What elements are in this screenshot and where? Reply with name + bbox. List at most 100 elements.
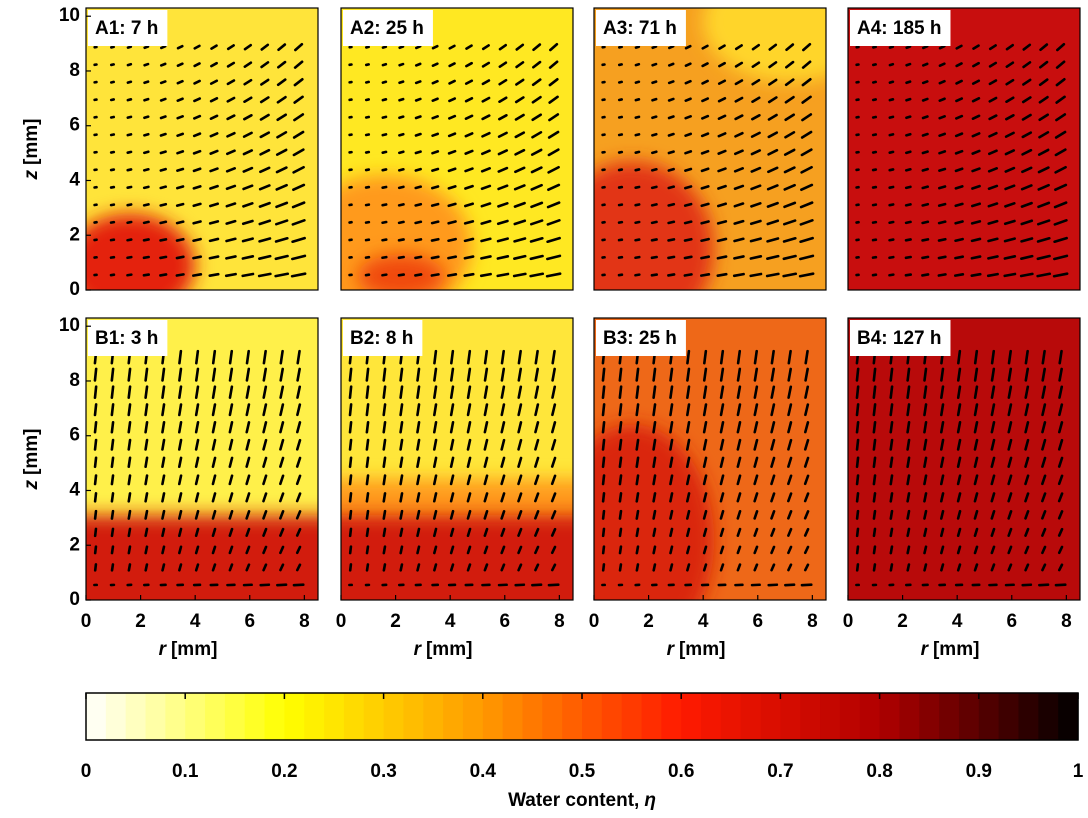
flow-arrow [717, 114, 727, 120]
flow-arrow [973, 509, 979, 520]
flow-arrow [228, 438, 234, 451]
flow-arrow [399, 509, 404, 520]
panel-title: A2: 25 h [350, 18, 424, 39]
flow-arrow [990, 421, 996, 434]
flow-arrow [685, 492, 691, 503]
flow-arrow [127, 367, 132, 382]
flow-arrow [110, 420, 115, 434]
flow-arrow [381, 168, 388, 172]
flow-arrow [956, 545, 962, 555]
flow-arrow [956, 456, 962, 468]
flow-arrow [956, 438, 962, 451]
flow-arrow [530, 201, 544, 209]
flow-arrow [262, 456, 268, 468]
flow-arrow [784, 131, 796, 139]
flow-arrow [1021, 131, 1033, 139]
colorbar-step [125, 693, 147, 740]
y-tick-label: 4 [69, 170, 80, 191]
flow-arrow [634, 115, 641, 119]
flow-arrow [93, 385, 98, 400]
flow-arrow [921, 97, 929, 102]
x-tick-label: 6 [752, 611, 763, 632]
flow-arrow [382, 385, 387, 399]
flow-arrow [225, 202, 237, 208]
flow-arrow [617, 185, 624, 189]
flow-arrow [783, 201, 797, 209]
colorbar-step [879, 693, 901, 740]
flow-arrow [448, 97, 457, 103]
flow-arrow [258, 184, 271, 191]
flow-arrow [956, 421, 962, 434]
flow-arrow [751, 43, 761, 51]
x-tick-label: 6 [499, 611, 510, 632]
flow-arrow [617, 203, 624, 207]
flow-arrow [177, 456, 183, 469]
flow-arrow [225, 184, 237, 191]
flow-arrow [364, 80, 370, 84]
flow-arrow [733, 167, 744, 173]
flow-arrow [365, 367, 370, 382]
colorbar-step [482, 693, 504, 740]
flow-arrow [292, 148, 305, 157]
flow-arrow [399, 545, 404, 555]
flow-arrow [956, 367, 962, 382]
flow-arrow [906, 527, 911, 538]
flow-arrow [399, 563, 404, 572]
flow-arrow [1053, 201, 1068, 209]
flow-arrow [734, 44, 743, 51]
flow-arrow [1024, 367, 1030, 382]
flow-arrow [110, 456, 115, 469]
colorbar-tick-label: 0.4 [470, 761, 497, 782]
flow-arrow [971, 79, 981, 85]
flow-arrow [397, 203, 405, 207]
flow-arrow [245, 349, 250, 365]
flow-arrow [921, 80, 929, 85]
x-tick-label: 0 [336, 611, 347, 632]
flow-arrow [228, 563, 234, 572]
flow-arrow [517, 421, 523, 434]
flow-arrow [279, 438, 285, 451]
flow-arrow [416, 492, 421, 503]
flow-arrow [481, 149, 491, 156]
flow-arrow [751, 96, 761, 103]
flow-arrow [971, 167, 981, 173]
flow-arrow [800, 183, 814, 192]
flow-arrow [785, 43, 795, 52]
flow-arrow [447, 237, 457, 243]
flow-arrow [804, 385, 810, 399]
flow-arrow [669, 527, 674, 538]
flow-arrow [381, 150, 388, 154]
flow-arrow [194, 492, 200, 503]
flow-arrow [787, 456, 793, 468]
flow-arrow [923, 456, 928, 469]
flow-arrow [399, 456, 404, 469]
flow-arrow [277, 60, 287, 69]
flow-arrow [498, 96, 508, 103]
flow-arrow [483, 527, 489, 537]
flow-arrow [904, 185, 912, 190]
flow-arrow [463, 255, 475, 260]
flow-arrow [768, 78, 778, 86]
flow-arrow [481, 79, 491, 86]
flow-arrow [498, 61, 508, 68]
flow-arrow [700, 132, 710, 138]
flow-arrow [534, 385, 540, 399]
flow-arrow [175, 220, 185, 225]
flow-arrow [923, 545, 928, 555]
flow-arrow [279, 367, 284, 382]
flow-arrow [208, 220, 220, 225]
flow-arrow [548, 113, 560, 122]
flow-arrow [109, 203, 116, 207]
flow-arrow [532, 43, 542, 52]
flow-arrow [988, 149, 998, 156]
flow-arrow [770, 421, 776, 434]
flow-arrow [889, 563, 894, 572]
flow-arrow [381, 133, 388, 137]
flow-arrow [245, 474, 251, 486]
flow-arrow [126, 185, 133, 189]
flow-arrow [93, 367, 98, 382]
flow-arrow [651, 45, 658, 50]
flow-arrow [515, 43, 525, 51]
flow-arrow [970, 272, 982, 277]
flow-arrow [766, 219, 780, 226]
